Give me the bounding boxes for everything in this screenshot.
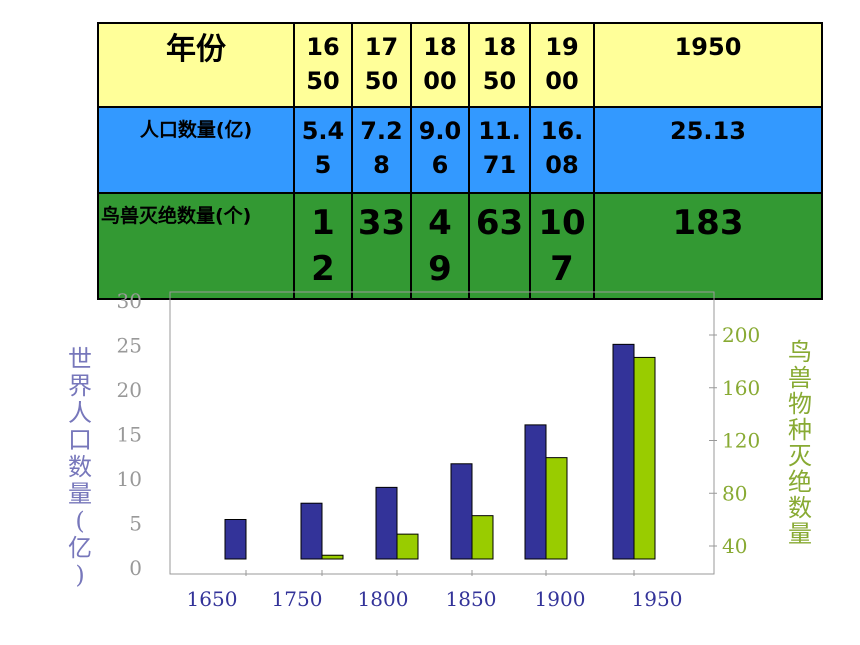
cell-ext-1900: 10 7: [529, 192, 595, 300]
header-year: 年份: [97, 22, 295, 108]
left-axis-title-char: 量: [68, 480, 92, 508]
population-bar-1950: [612, 343, 635, 560]
cell-pop-1650: 5.4 5: [293, 106, 353, 194]
right-axis-title-char: 数: [788, 494, 812, 522]
left-axis-title-char: 界: [68, 372, 92, 400]
x-axis-ticks: 1650 1750 1800 1850 1900 1950: [187, 570, 683, 611]
extinction-bar-1750: [321, 554, 344, 560]
left-axis-title-char: 人: [68, 399, 92, 427]
right-tick-label: 40: [722, 534, 747, 558]
right-tick-label: 160: [722, 376, 760, 400]
x-tick-label: 1950: [632, 587, 683, 611]
plot-frame: [169, 291, 715, 575]
population-bar-1900: [524, 424, 547, 560]
left-tick-label: 10: [117, 467, 142, 491]
header-1650: 16 50: [293, 22, 353, 108]
left-tick-label: 0: [129, 556, 142, 580]
row-label-extinction: 鸟兽灭绝数量(个): [97, 192, 295, 300]
right-axis-title-char: 灭: [788, 442, 812, 470]
x-tick-label: 1900: [535, 587, 586, 611]
population-bar-1650: [224, 518, 247, 560]
right-tick-label: 200: [722, 323, 760, 347]
table-row-population: 人口数量(亿) 5.4 5 7.2 8 9.0 6 11. 71 16. 08 25.13: [97, 106, 823, 194]
cell-pop-1900: 16. 08: [529, 106, 595, 194]
extinction-bar-1850: [471, 515, 494, 560]
data-table: 年份 16 50 17 50 18 00 18 50 19 00 1950 人口数量(亿)…: [97, 22, 823, 300]
population-bar-1800: [375, 486, 398, 560]
left-axis-ticks: 0 5 10 15 20 25 30: [117, 289, 142, 580]
cell-ext-1950: 183: [593, 192, 823, 300]
cell-ext-1750: 33: [351, 192, 412, 300]
left-tick-label: 20: [117, 378, 142, 402]
bars-group: [224, 343, 656, 560]
right-axis-title-char: 物: [788, 390, 812, 418]
row-label-population: 人口数量(亿): [97, 106, 295, 194]
x-tick-label: 1750: [272, 587, 323, 611]
left-axis-title-char: 世: [68, 345, 92, 373]
extinction-bar-1800: [396, 533, 419, 560]
left-tick-label: 5: [129, 512, 142, 536]
left-axis-title-char: (: [75, 507, 84, 535]
left-tick-label: 25: [117, 334, 142, 358]
extinction-bar-1950: [633, 356, 656, 560]
right-axis-title-char: 绝: [788, 468, 812, 496]
header-1850: 18 50: [468, 22, 531, 108]
header-1750: 17 50: [351, 22, 412, 108]
population-bar-1750: [300, 502, 323, 560]
x-tick-label: 1850: [446, 587, 497, 611]
header-1900: 19 00: [529, 22, 595, 108]
left-tick-label: 30: [117, 289, 142, 313]
right-axis-title-char: 兽: [788, 364, 812, 392]
left-tick-label: 15: [117, 423, 142, 447]
left-axis-title-char: 口: [68, 426, 92, 454]
cell-pop-1850: 11. 71: [468, 106, 531, 194]
x-tick-label: 1800: [358, 587, 409, 611]
x-tick-label: 1650: [187, 587, 238, 611]
header-1950: 1950: [593, 22, 823, 108]
right-axis-title-char: 种: [788, 416, 812, 444]
right-tick-label: 80: [722, 481, 747, 505]
cell-ext-1850: 63: [468, 192, 531, 300]
table-header-row: 年份 16 50 17 50 18 00 18 50 19 00 1950: [97, 22, 823, 108]
header-1800: 18 00: [410, 22, 470, 108]
left-axis-title-char: 亿: [68, 534, 92, 562]
cell-pop-1950: 25.13: [593, 106, 823, 194]
right-axis-title-char: 鸟: [788, 338, 812, 366]
right-tick-label: 120: [722, 429, 760, 453]
cell-pop-1750: 7.2 8: [351, 106, 412, 194]
cell-pop-1800: 9.0 6: [410, 106, 470, 194]
right-axis-title-char: 量: [788, 520, 812, 548]
population-bar-1850: [450, 463, 473, 560]
left-axis-title-char: ): [75, 561, 84, 589]
left-axis-title-char: 数: [68, 453, 92, 481]
extinction-bar-1900: [545, 457, 568, 560]
right-axis-ticks: 40 80 120 160 200: [709, 323, 760, 558]
